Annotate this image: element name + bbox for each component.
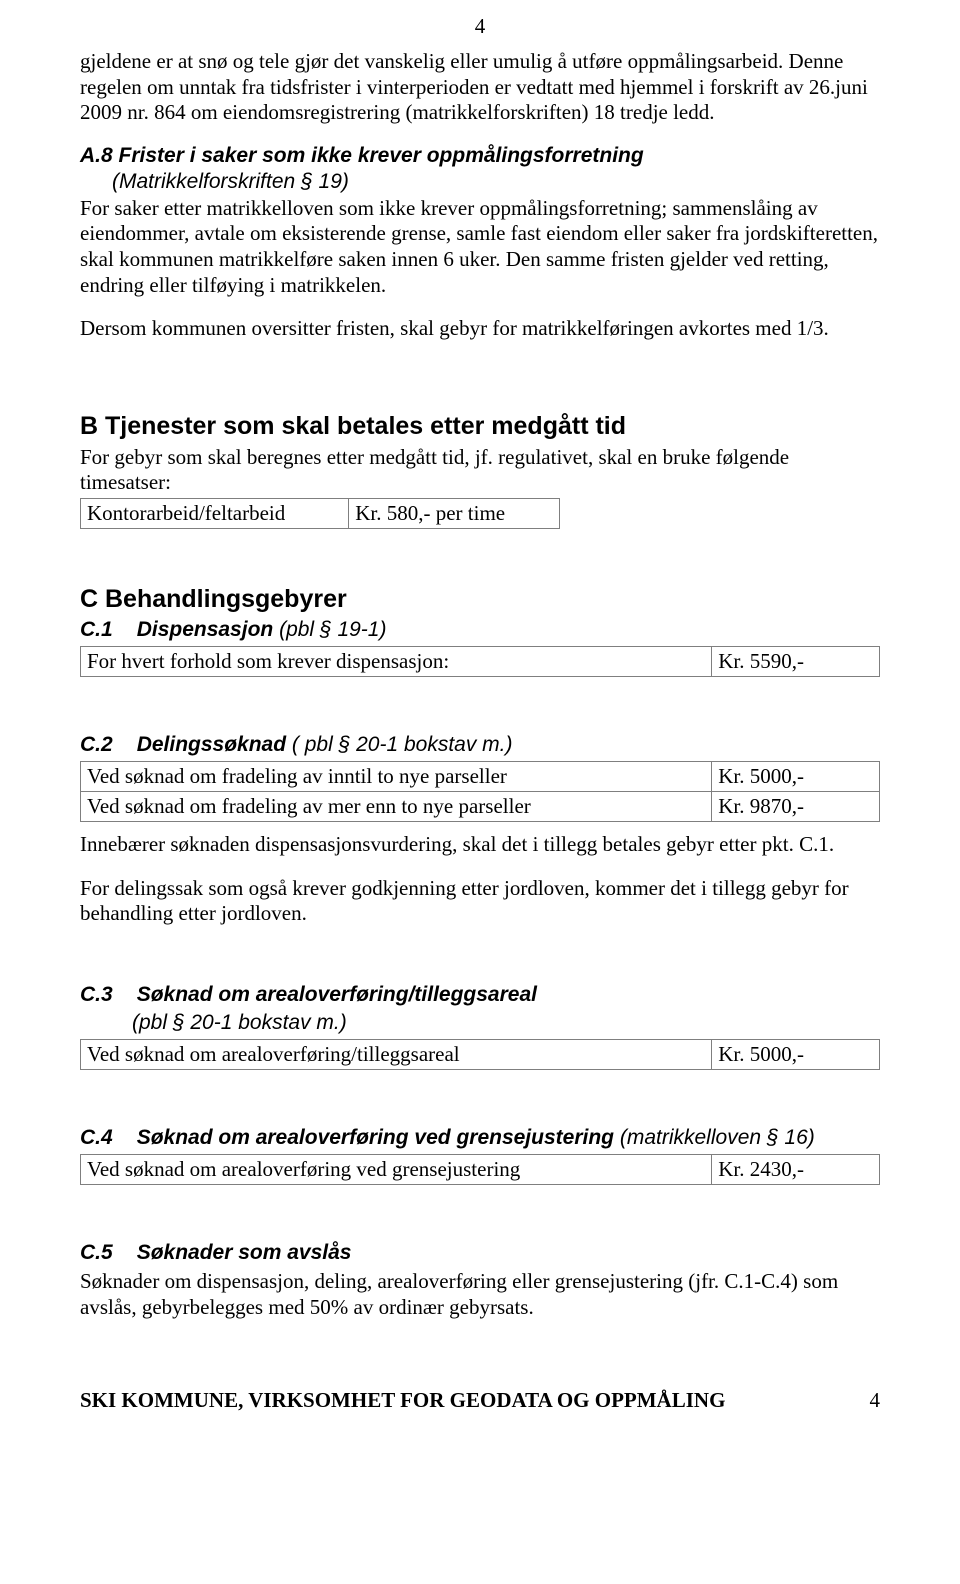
footer-page-number: 4 xyxy=(870,1388,881,1413)
spacer xyxy=(80,945,880,983)
heading-paren: (matrikkelloven § 16) xyxy=(620,1126,815,1149)
table-c1: For hvert forhold som krever dispensasjo… xyxy=(80,646,880,677)
heading-title: Søknad om arealoverføring ved grensejust… xyxy=(137,1126,614,1149)
heading-c1: C.1 Dispensasjon (pbl § 19-1) xyxy=(80,618,880,642)
spacer xyxy=(80,1203,880,1241)
heading-paren: ( pbl § 20-1 bokstav m.) xyxy=(286,733,512,756)
heading-c3: C.3 Søknad om arealoverføring/tilleggsare… xyxy=(80,983,880,1007)
subheading-c3: (pbl § 20-1 bokstav m.) xyxy=(132,1011,880,1035)
paragraph-c2-2: For delingssak som også krever godkjenni… xyxy=(80,876,880,927)
paragraph-a8-2: Dersom kommunen oversitter fristen, skal… xyxy=(80,316,880,342)
cell-value: Kr. 9870,- xyxy=(712,792,880,822)
spacer xyxy=(80,547,880,585)
table-c2: Ved søknad om fradeling av inntil to nye… xyxy=(80,761,880,822)
spacer xyxy=(80,1088,880,1126)
paragraph-a8-1: For saker etter matrikkelloven som ikke … xyxy=(80,196,880,298)
cell-label: Ved søknad om fradeling av inntil to nye… xyxy=(81,762,712,792)
heading-num: C.1 xyxy=(80,618,113,641)
table-row: For hvert forhold som krever dispensasjo… xyxy=(81,647,880,677)
heading-title: Søknad om arealoverføring/tilleggsareal xyxy=(137,983,537,1006)
heading-title: Delingssøknad xyxy=(137,733,286,756)
paragraph-b-intro: For gebyr som skal beregnes etter medgåt… xyxy=(80,445,880,496)
cell-label: Ved søknad om arealoverføring ved grense… xyxy=(81,1154,712,1184)
subheading-a8: (Matrikkelforskriften § 19) xyxy=(112,170,880,194)
heading-c5: C.5 Søknader som avslås xyxy=(80,1241,880,1265)
spacer xyxy=(80,695,880,733)
footer-left: SKI KOMMUNE, VIRKSOMHET FOR GEODATA OG O… xyxy=(80,1388,725,1413)
heading-c2: C.2 Delingssøknad ( pbl § 20-1 bokstav m.… xyxy=(80,733,880,757)
table-row: Ved søknad om fradeling av inntil to nye… xyxy=(81,762,880,792)
page-footer: SKI KOMMUNE, VIRKSOMHET FOR GEODATA OG O… xyxy=(80,1388,880,1413)
table-c3: Ved søknad om arealoverføring/tilleggsar… xyxy=(80,1039,880,1070)
cell-value: Kr. 5000,- xyxy=(712,1039,880,1069)
cell-value: Kr. 2430,- xyxy=(712,1154,880,1184)
cell-value: Kr. 5590,- xyxy=(712,647,880,677)
table-c4: Ved søknad om arealoverføring ved grense… xyxy=(80,1154,880,1185)
table-row: Kontorarbeid/feltarbeid Kr. 580,- per ti… xyxy=(81,499,560,529)
paragraph-c2-1: Innebærer søknaden dispensasjonsvurderin… xyxy=(80,832,880,858)
paragraph-c5: Søknader om dispensasjon, deling, arealo… xyxy=(80,1269,880,1320)
heading-b: B Tjenester som skal betales etter medgå… xyxy=(80,412,880,441)
heading-title: Søknader som avslås xyxy=(137,1241,352,1264)
heading-num: C.5 xyxy=(80,1241,113,1264)
cell-label: Kontorarbeid/feltarbeid xyxy=(81,499,349,529)
page: 4 gjeldene er at snø og tele gjør det va… xyxy=(0,0,960,1453)
cell-label: For hvert forhold som krever dispensasjo… xyxy=(81,647,712,677)
table-row: Ved søknad om fradeling av mer enn to ny… xyxy=(81,792,880,822)
cell-label: Ved søknad om fradeling av mer enn to ny… xyxy=(81,792,712,822)
spacer xyxy=(80,360,880,412)
cell-label: Ved søknad om arealoverføring/tilleggsar… xyxy=(81,1039,712,1069)
page-number-top: 4 xyxy=(80,0,880,49)
heading-num: C.3 xyxy=(80,983,113,1006)
table-row: Ved søknad om arealoverføring/tilleggsar… xyxy=(81,1039,880,1069)
heading-title: Dispensasjon xyxy=(137,618,274,641)
heading-num: C.2 xyxy=(80,733,113,756)
table-b: Kontorarbeid/feltarbeid Kr. 580,- per ti… xyxy=(80,498,560,529)
cell-value: Kr. 5000,- xyxy=(712,762,880,792)
heading-c4: C.4 Søknad om arealoverføring ved grensej… xyxy=(80,1126,880,1150)
heading-c: C Behandlingsgebyrer xyxy=(80,585,880,614)
heading-num: C.4 xyxy=(80,1126,113,1149)
heading-a8: A.8 Frister i saker som ikke krever oppm… xyxy=(80,144,880,168)
heading-paren: (pbl § 19-1) xyxy=(279,618,386,641)
cell-value: Kr. 580,- per time xyxy=(349,499,560,529)
table-row: Ved søknad om arealoverføring ved grense… xyxy=(81,1154,880,1184)
paragraph-intro: gjeldene er at snø og tele gjør det vans… xyxy=(80,49,880,126)
